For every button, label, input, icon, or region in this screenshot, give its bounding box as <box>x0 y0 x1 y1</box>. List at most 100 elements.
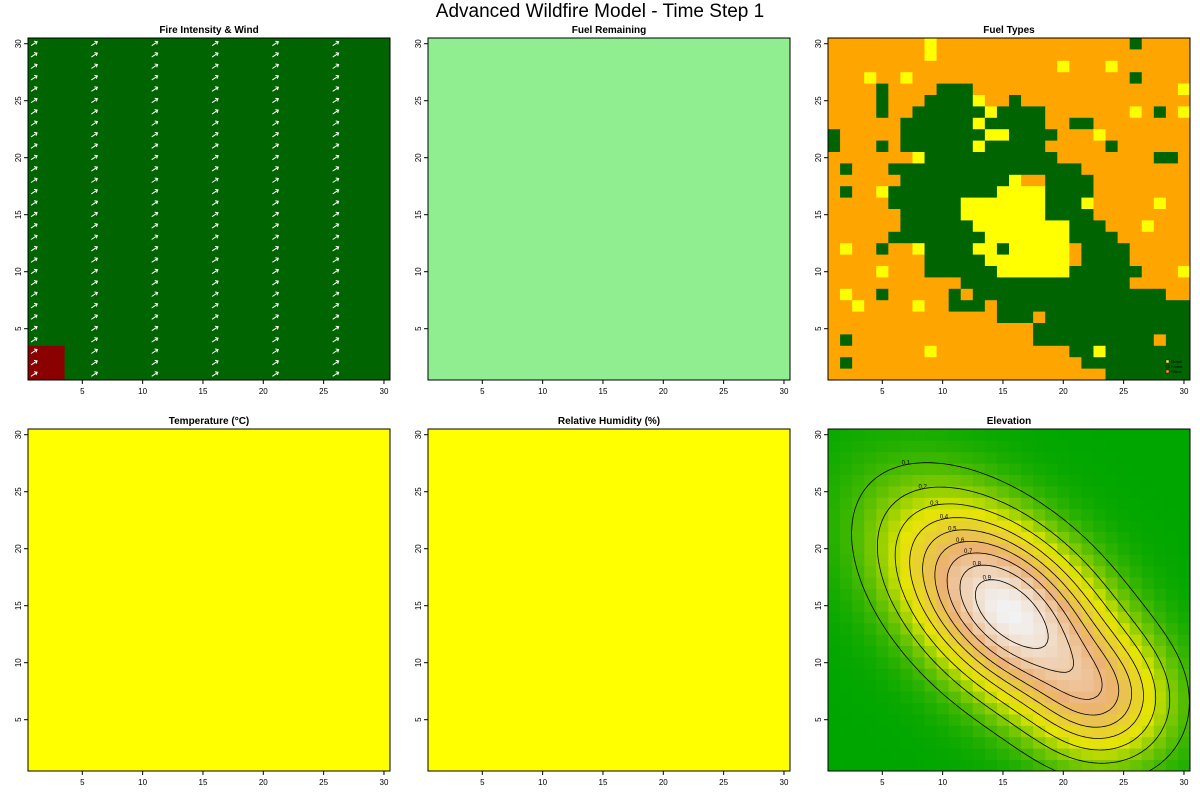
fuel-cell <box>1093 95 1106 107</box>
fuel-cell <box>1117 163 1131 176</box>
fuel-cell <box>924 72 937 84</box>
fuel-cell <box>1021 323 1034 335</box>
elevation-cell <box>924 748 937 760</box>
fuel-cell <box>828 197 841 210</box>
elevation-cell <box>1165 634 1179 646</box>
elevation-cell <box>984 645 998 658</box>
elevation-cell <box>1045 497 1058 510</box>
elevation-cell <box>1141 600 1155 612</box>
elevation-cell <box>936 714 950 726</box>
elevation-cell <box>948 486 962 498</box>
fuel-cell <box>1165 60 1179 73</box>
elevation-cell <box>900 440 913 453</box>
wind-arrow-icon <box>211 177 219 183</box>
fuel-cell <box>996 129 1010 141</box>
fuel-cell <box>1033 117 1046 130</box>
fuel-cell <box>996 60 1010 73</box>
elevation-cell <box>828 429 841 441</box>
legend-label: Forest <box>1171 364 1183 369</box>
elevation-cell <box>960 577 974 589</box>
fuel-cell <box>912 117 925 130</box>
elevation-cell <box>1141 645 1155 658</box>
fuel-cell <box>1081 197 1094 210</box>
fuel-cell <box>1153 300 1167 312</box>
elevation-cell <box>1165 736 1179 749</box>
fuel-cell <box>888 140 901 153</box>
elevation-cell <box>1117 679 1131 692</box>
burning-cell <box>40 345 53 358</box>
fuel-cell <box>936 49 950 62</box>
elevation-cell <box>1117 543 1131 555</box>
elevation-cell <box>852 725 865 738</box>
fuel-cell <box>912 243 925 255</box>
elevation-cell <box>1057 508 1070 521</box>
elevation-cell <box>936 429 950 441</box>
elevation-cell <box>1141 451 1155 464</box>
fuel-cell <box>828 49 841 62</box>
fuel-cell <box>876 163 889 176</box>
elevation-cell <box>1009 748 1022 760</box>
fuel-cell <box>1069 72 1082 84</box>
fuel-cell <box>1057 197 1070 210</box>
fuel-cell <box>960 83 974 96</box>
fuel-cell <box>1009 197 1022 210</box>
fuel-cell <box>996 38 1010 50</box>
fuel-cell <box>924 266 937 278</box>
fuel-cell <box>1177 83 1191 96</box>
fuel-cell <box>924 209 937 221</box>
y-tick-label: 10 <box>14 658 23 667</box>
elevation-cell <box>936 679 950 692</box>
elevation-cell <box>1069 565 1082 578</box>
elevation-cell <box>984 702 998 715</box>
fuel-cell <box>1165 300 1179 312</box>
fuel-cell <box>1105 38 1118 50</box>
fuel-cell <box>840 49 853 62</box>
elevation-cell <box>1129 463 1143 475</box>
wind-arrow-icon <box>332 211 340 218</box>
fuel-cell <box>888 323 901 335</box>
elevation-cell <box>1129 474 1143 487</box>
elevation-cell <box>1129 679 1143 692</box>
elevation-cell <box>948 759 962 772</box>
fuel-cell <box>1165 334 1179 347</box>
elevation-cell <box>1033 748 1046 760</box>
fuel-cell <box>852 106 865 119</box>
elevation-cell <box>1129 497 1143 510</box>
fuel-cell <box>1105 197 1118 210</box>
wind-arrow-icon <box>151 280 159 286</box>
elevation-cell <box>864 657 877 669</box>
elevation-cell <box>984 474 998 487</box>
elevation-cell <box>1021 463 1034 475</box>
elevation-cell <box>876 657 889 669</box>
fuel-cell <box>1081 38 1094 50</box>
elevation-cell <box>972 657 986 669</box>
fuel-cell <box>900 209 913 221</box>
elevation-cell <box>900 645 913 658</box>
fuel-cell <box>852 277 865 290</box>
elevation-cell <box>996 554 1010 567</box>
elevation-cell <box>912 600 925 612</box>
fuel-cell <box>876 209 889 221</box>
fuel-cell <box>888 209 901 221</box>
fuel-cell <box>1033 106 1046 119</box>
elevation-cell <box>888 657 901 669</box>
fuel-cell <box>1069 60 1082 73</box>
wind-arrow-icon <box>91 348 99 354</box>
elevation-cell <box>1105 497 1118 510</box>
elevation-cell <box>888 679 901 692</box>
fuel-cell <box>1165 174 1179 187</box>
elevation-cell <box>984 520 998 532</box>
fuel-cell <box>852 220 865 233</box>
elevation-cell <box>1093 611 1106 624</box>
elevation-cell <box>1057 725 1070 738</box>
fuel-cell <box>1141 345 1155 358</box>
fuel-cell <box>852 186 865 198</box>
fuel-cell <box>1021 311 1034 324</box>
elevation-cell <box>1117 520 1131 532</box>
wind-arrow-icon <box>30 97 38 104</box>
fuel-cell <box>912 300 925 312</box>
fuel-cell <box>972 174 986 187</box>
elevation-cell <box>1021 748 1034 760</box>
elevation-cell <box>840 474 853 487</box>
elevation-cell <box>1021 451 1034 464</box>
